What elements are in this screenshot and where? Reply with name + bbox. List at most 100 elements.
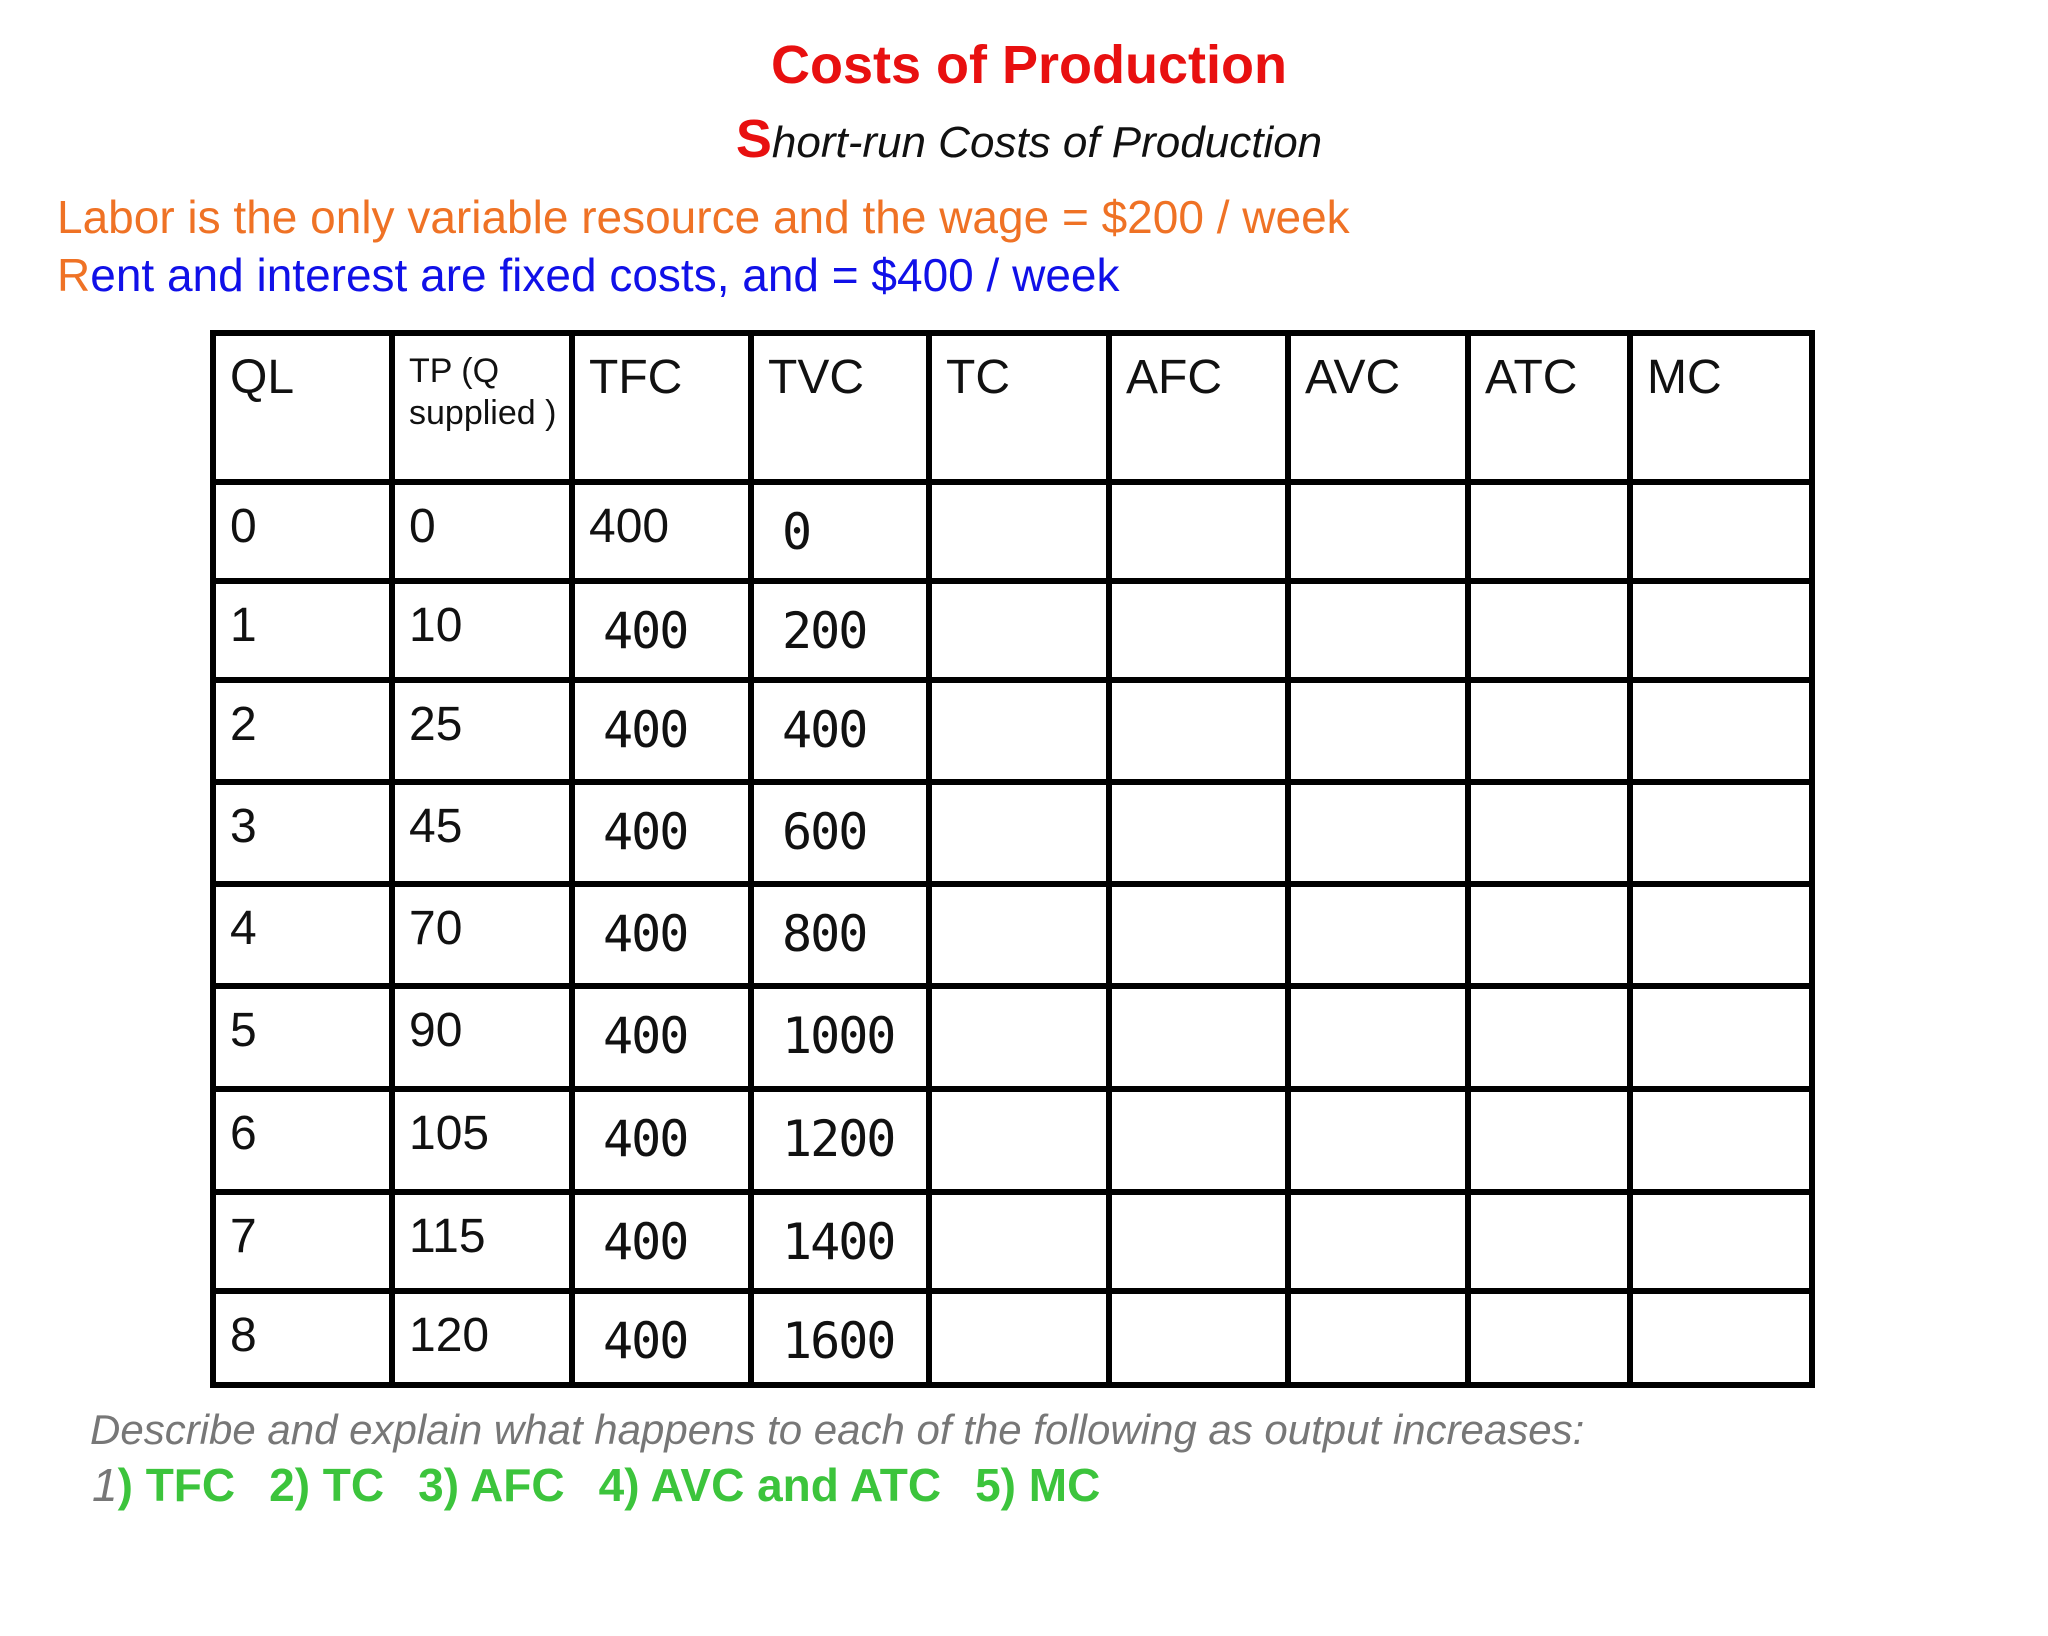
table-row: 5 90 400 1000 <box>210 983 1815 1092</box>
empty-cell <box>926 1189 1112 1294</box>
prompt: Describe and explain what happens to eac… <box>90 1406 1585 1453</box>
empty-cell <box>1465 779 1633 887</box>
table-cell: 90 <box>389 983 575 1092</box>
empty-cell <box>1627 983 1815 1092</box>
table-cell: 10 <box>389 578 575 683</box>
table-row: 2 25 400 400 <box>210 677 1815 785</box>
question-item: 4) AVC and ATC <box>598 1459 942 1511</box>
empty-cell <box>1627 578 1815 683</box>
empty-cell <box>926 1086 1112 1195</box>
table-row: 0 0 400 0 <box>210 479 1815 584</box>
table-cell: 0 <box>748 479 932 584</box>
empty-cell <box>1285 1086 1471 1195</box>
table-cell: 8 <box>210 1288 395 1388</box>
empty-cell <box>926 881 1112 989</box>
empty-cell <box>1106 1086 1291 1195</box>
table-cell: 1200 <box>748 1086 932 1195</box>
empty-cell <box>1285 677 1471 785</box>
empty-cell <box>1465 1086 1633 1195</box>
empty-cell <box>1285 578 1471 683</box>
empty-cell <box>1285 1288 1471 1388</box>
item-number: 1 <box>92 1459 118 1511</box>
empty-cell <box>926 479 1112 584</box>
empty-cell <box>1285 983 1471 1092</box>
table-row: 7 115 400 1400 <box>210 1189 1815 1294</box>
table-cell: 400 <box>569 1086 754 1195</box>
table-row: 6 105 400 1200 <box>210 1086 1815 1195</box>
table-cell: 400 <box>569 1189 754 1294</box>
note: Labor is the only variable resource and … <box>57 191 1350 243</box>
table-cell: 800 <box>748 881 932 989</box>
empty-cell <box>1627 779 1815 887</box>
table-cell: 6 <box>210 1086 395 1195</box>
table-cell: 25 <box>389 677 575 785</box>
empty-cell <box>1627 1189 1815 1294</box>
empty-cell <box>1627 1288 1815 1388</box>
empty-cell <box>1627 881 1815 989</box>
empty-cell <box>1627 1086 1815 1195</box>
question-item: 2) TC <box>269 1459 385 1511</box>
table-cell: 3 <box>210 779 395 887</box>
header-cell: AFC <box>1106 330 1291 485</box>
empty-cell <box>1627 479 1815 584</box>
empty-cell <box>926 578 1112 683</box>
empty-cell <box>1106 1288 1291 1388</box>
table-cell: 600 <box>748 779 932 887</box>
header-cell: TP (Q supplied ) <box>389 330 575 485</box>
empty-cell <box>1465 881 1633 989</box>
table-row: 8 120 400 1600 <box>210 1288 1815 1388</box>
empty-cell <box>926 677 1112 785</box>
question-item: 1) TFC <box>92 1459 236 1511</box>
empty-cell <box>1106 983 1291 1092</box>
header-cell: TVC <box>748 330 932 485</box>
table-cell: 4 <box>210 881 395 989</box>
table-cell: 70 <box>389 881 575 989</box>
empty-cell <box>926 779 1112 887</box>
table-cell: 2 <box>210 677 395 785</box>
table-cell: 400 <box>569 881 754 989</box>
table-cell: 0 <box>210 479 395 584</box>
table-cell: 400 <box>748 677 932 785</box>
question-items: 1) TFC 2) TC 3) AFC 4) AVC and ATC 5) MC <box>92 1458 1134 1512</box>
table-cell: 200 <box>748 578 932 683</box>
note: Rent and interest are fixed costs, and =… <box>57 249 1120 301</box>
empty-cell <box>1285 479 1471 584</box>
table-cell: 105 <box>389 1086 575 1195</box>
empty-cell <box>1465 1288 1633 1388</box>
header-cell: AVC <box>1285 330 1471 485</box>
table-row: 3 45 400 600 <box>210 779 1815 887</box>
empty-cell <box>1465 1189 1633 1294</box>
table-cell: 400 <box>569 1288 754 1388</box>
header-cell: QL <box>210 330 395 485</box>
table-cell: 1 <box>210 578 395 683</box>
table-cell: 400 <box>569 779 754 887</box>
empty-cell <box>1465 677 1633 785</box>
table-cell: 120 <box>389 1288 575 1388</box>
table-cell: 0 <box>389 479 575 584</box>
header-cell: ATC <box>1465 330 1633 485</box>
empty-cell <box>1106 779 1291 887</box>
table-row: 1 10 400 200 <box>210 578 1815 683</box>
empty-cell <box>1627 677 1815 785</box>
empty-cell <box>926 1288 1112 1388</box>
table-cell: 400 <box>569 479 754 584</box>
empty-cell <box>1106 1189 1291 1294</box>
title: Costs of Production <box>771 35 1287 95</box>
header-row: QL TP (Q supplied ) TFC TVC TC AFC AVC ATC MC <box>210 330 1815 485</box>
header-cell: MC <box>1627 330 1815 485</box>
cost-table: QL TP (Q supplied ) TFC TVC TC AFC AVC ATC MC 0 0 4… <box>210 330 1815 1388</box>
table-cell: 1600 <box>748 1288 932 1388</box>
empty-cell <box>1285 881 1471 989</box>
table-cell: 1000 <box>748 983 932 1092</box>
table-cell: 400 <box>569 578 754 683</box>
empty-cell <box>1106 578 1291 683</box>
table-cell: 45 <box>389 779 575 887</box>
table-cell: 1400 <box>748 1189 932 1294</box>
table-cell: 115 <box>389 1189 575 1294</box>
empty-cell <box>1285 1189 1471 1294</box>
empty-cell <box>1465 578 1633 683</box>
subtitle: Short-run Costs of Production <box>735 109 1323 169</box>
table-cell: 7 <box>210 1189 395 1294</box>
header-cell: TFC <box>569 330 754 485</box>
